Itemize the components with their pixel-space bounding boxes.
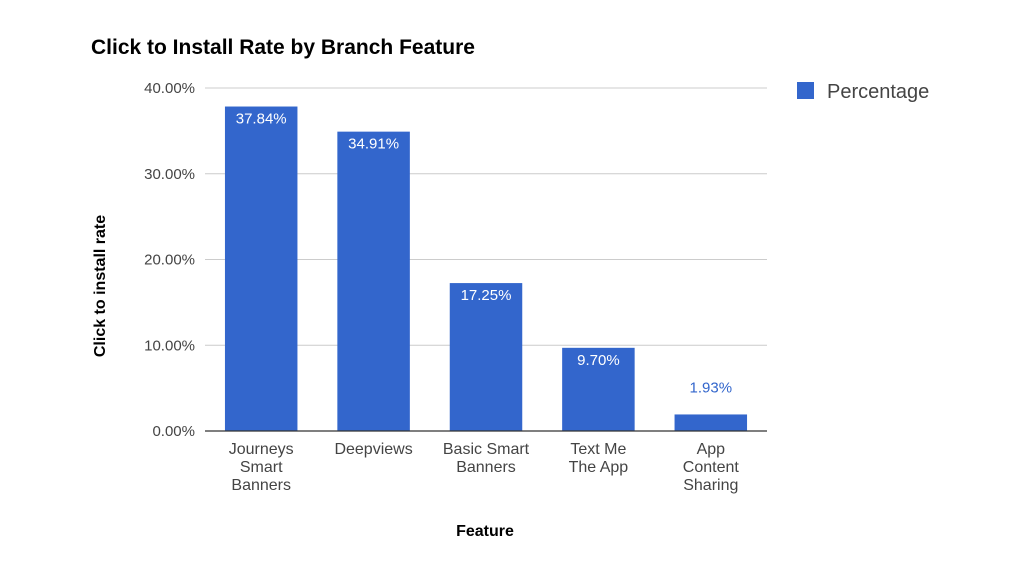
chart-title: Click to Install Rate by Branch Feature: [91, 36, 475, 59]
x-tick-label: Text Me: [570, 441, 626, 458]
x-tick-label: App: [697, 441, 726, 458]
y-tick-label: 0.00%: [152, 423, 195, 440]
y-tick-label: 20.00%: [144, 252, 195, 269]
data-label: 9.70%: [577, 352, 620, 369]
x-tick-label: Content: [683, 459, 740, 476]
y-tick-label: 10.00%: [144, 337, 195, 354]
bar: [224, 106, 298, 431]
data-label: 1.93%: [690, 379, 733, 396]
x-tick-label: Deepviews: [334, 441, 412, 458]
y-tick-label: 40.00%: [144, 80, 195, 97]
legend-swatch: [797, 82, 814, 99]
x-tick-label: Basic Smart: [443, 441, 530, 458]
bar: [562, 347, 635, 431]
y-axis-title: Click to install rate: [92, 215, 109, 357]
data-label: 34.91%: [348, 136, 399, 153]
y-tick-label: 30.00%: [144, 166, 195, 183]
x-tick-label: Banners: [456, 459, 516, 476]
x-tick-label: Smart: [240, 459, 283, 476]
bar: [337, 131, 410, 432]
x-tick-label: Journeys: [229, 441, 294, 458]
x-tick-label: Banners: [231, 477, 291, 494]
data-label: 37.84%: [236, 111, 287, 128]
legend-label: Percentage: [827, 81, 929, 103]
bar: [674, 414, 748, 431]
x-tick-label: Sharing: [683, 477, 738, 494]
bar: [449, 283, 523, 431]
x-tick-label: The App: [569, 459, 629, 476]
data-label: 17.25%: [461, 287, 512, 304]
x-axis-title: Feature: [456, 523, 514, 540]
